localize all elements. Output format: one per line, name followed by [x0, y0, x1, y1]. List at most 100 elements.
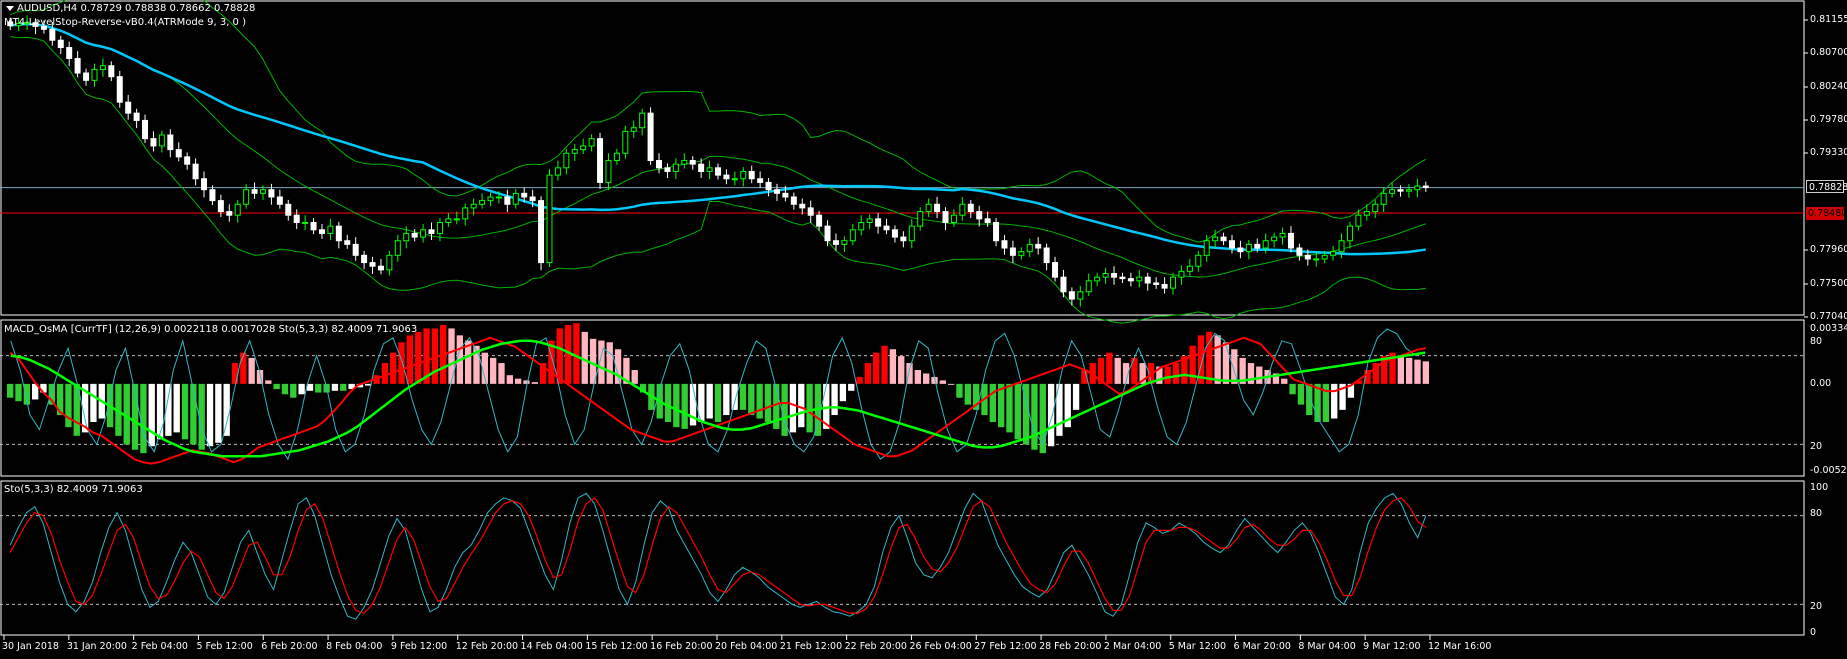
macd-scale-label: 0.00 [1810, 378, 1832, 389]
osma-histogram-bar [1056, 383, 1063, 436]
bull-candle [1203, 240, 1210, 256]
osma-histogram-bar [1131, 357, 1138, 384]
osma-histogram-bar [1306, 383, 1313, 416]
osma-histogram-bar [215, 383, 222, 443]
price-label: 0.79330 [1810, 147, 1847, 158]
bear-candle [175, 149, 182, 158]
macd-scale-label: 20 [1810, 441, 1823, 452]
osma-histogram-bar [523, 380, 530, 384]
bull-candle [403, 232, 410, 242]
osma-histogram-bar [856, 376, 863, 384]
bear-candle [142, 119, 149, 140]
osma-histogram-bar [906, 363, 913, 384]
time-axis-label: 27 Feb 12:00 [974, 641, 1037, 652]
bear-candle [504, 196, 511, 205]
osma-histogram-bar [140, 383, 147, 454]
bull-candle [1321, 254, 1328, 260]
osma-histogram-bar [639, 383, 647, 393]
bull-candle [1279, 232, 1286, 238]
osma-histogram-bar [148, 383, 155, 447]
osma-histogram-bar [1331, 383, 1338, 419]
osma-histogram-bar [997, 383, 1005, 428]
bull-candle [588, 138, 595, 147]
osma-histogram-bar [756, 383, 763, 419]
bull-candle [1363, 211, 1370, 216]
osma-histogram-bar [564, 324, 572, 384]
osma-histogram-bar [173, 383, 180, 433]
macd-sto-main-line [10, 328, 1426, 461]
bull-candle [1414, 185, 1421, 191]
osma-histogram-bar [348, 383, 355, 390]
bull-candle [622, 130, 629, 154]
bull-candle [1085, 280, 1092, 293]
osma-histogram-bar [739, 383, 747, 410]
bear-candle [993, 221, 1000, 242]
sto-signal-line [9, 496, 1427, 614]
osma-histogram-bar [340, 383, 347, 391]
bull-candle [394, 240, 401, 256]
bull-candle [849, 229, 856, 242]
bull-candle [1346, 225, 1353, 242]
osma-histogram-bar [681, 383, 688, 429]
bear-candle [369, 262, 376, 267]
bull-candle [453, 218, 460, 221]
bull-candle [841, 240, 848, 245]
bear-candle [934, 203, 941, 213]
time-axis-label: 2 Feb 04:00 [131, 641, 188, 652]
bear-candle [799, 203, 806, 209]
sto-scale-label: 0 [1810, 627, 1817, 638]
time-axis-label: 12 Mar 16:00 [1428, 641, 1492, 652]
bear-candle [285, 203, 292, 216]
bull-candle [580, 145, 587, 151]
bull-candle [1018, 251, 1025, 256]
macd-osma-indicator [0, 323, 1804, 465]
osma-histogram-bar [465, 340, 472, 384]
bull-candle [1077, 291, 1084, 300]
bull-candle [1405, 189, 1412, 192]
time-axis-label: 31 Jan 20:00 [66, 641, 127, 652]
price-label: 0.77960 [1810, 244, 1847, 255]
osma-histogram-bar [431, 328, 439, 384]
osma-histogram-bar [923, 373, 930, 384]
sto-main-line [9, 492, 1427, 620]
time-axis-label: 12 Feb 20:00 [455, 641, 519, 652]
sto-scale-label: 20 [1810, 601, 1823, 612]
bull-candle [1102, 273, 1109, 278]
bull-candle [731, 178, 738, 181]
bull-candle [1338, 240, 1345, 253]
main-panel-frame [0, 0, 1805, 316]
osma-histogram-bar [1397, 356, 1405, 384]
bull-candle [858, 221, 865, 231]
bear-candle [184, 156, 191, 165]
osma-histogram-bar [81, 383, 89, 433]
bull-candle [158, 134, 165, 147]
osma-histogram-bar [1089, 363, 1096, 384]
bull-candle [605, 160, 612, 183]
bear-candle [773, 189, 780, 194]
osma-histogram-bar [848, 383, 855, 391]
osma-histogram-bar [40, 383, 47, 393]
bear-candle [125, 101, 132, 114]
bear-candle [748, 170, 755, 180]
osma-histogram-bar [1297, 383, 1305, 405]
bear-candle [698, 163, 705, 172]
bull-candle [571, 149, 578, 154]
osma-histogram-bar [514, 378, 522, 384]
osma-histogram-bar [806, 383, 813, 433]
bear-candle [967, 203, 974, 213]
upper-band-line [10, 0, 1427, 243]
osma-histogram-bar [15, 383, 22, 402]
osma-histogram-bar [498, 363, 505, 384]
time-axis-label: 15 Feb 12:00 [585, 641, 648, 652]
dropdown-triangle-icon[interactable] [6, 5, 14, 11]
bull-candle [495, 196, 502, 199]
osma-histogram-bar [1281, 378, 1288, 384]
stochastic-indicator [0, 492, 1804, 620]
bear-candle [32, 22, 39, 27]
osma-histogram-bar [839, 383, 847, 402]
bull-candle [554, 167, 561, 176]
bear-candle [108, 65, 115, 78]
bull-candle [740, 170, 747, 180]
bull-candle [91, 68, 98, 81]
